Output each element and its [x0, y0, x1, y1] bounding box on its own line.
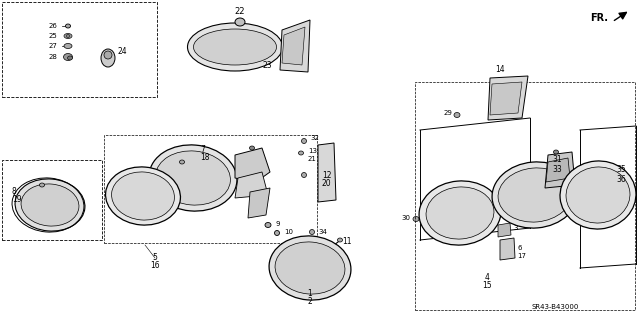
Ellipse shape: [64, 33, 72, 39]
Text: 33: 33: [552, 165, 562, 174]
Text: 9: 9: [275, 221, 280, 227]
Ellipse shape: [275, 242, 345, 294]
Text: FR.: FR.: [590, 13, 608, 23]
Ellipse shape: [298, 151, 303, 155]
Bar: [104, 135, 317, 243]
Text: 13: 13: [308, 148, 317, 154]
Bar: [2, 160, 102, 240]
Text: SR43-B43000: SR43-B43000: [531, 304, 579, 310]
Text: 24: 24: [118, 47, 127, 56]
Text: 26: 26: [48, 23, 57, 29]
Ellipse shape: [156, 151, 230, 205]
Ellipse shape: [65, 24, 70, 28]
Text: 29: 29: [443, 110, 452, 116]
Ellipse shape: [40, 183, 45, 187]
Ellipse shape: [63, 54, 72, 61]
Polygon shape: [235, 172, 268, 198]
Polygon shape: [546, 158, 570, 182]
Ellipse shape: [179, 160, 184, 164]
Text: 12: 12: [322, 170, 332, 180]
Polygon shape: [500, 238, 515, 260]
Text: 18: 18: [200, 153, 209, 162]
Polygon shape: [280, 20, 310, 72]
Polygon shape: [545, 152, 575, 188]
Ellipse shape: [104, 51, 112, 59]
Bar: [2, 2, 157, 97]
Ellipse shape: [426, 187, 494, 239]
Polygon shape: [235, 148, 270, 182]
Text: 16: 16: [150, 262, 160, 271]
Text: 7: 7: [200, 145, 205, 154]
Ellipse shape: [106, 167, 180, 225]
Text: 34: 34: [318, 229, 327, 235]
Ellipse shape: [235, 18, 245, 26]
Ellipse shape: [101, 49, 115, 67]
Polygon shape: [248, 188, 270, 218]
Ellipse shape: [560, 161, 636, 229]
Text: 36: 36: [616, 174, 626, 183]
Ellipse shape: [498, 168, 572, 222]
Text: 27: 27: [48, 43, 57, 49]
Text: 23: 23: [262, 61, 272, 70]
Text: 31: 31: [552, 155, 562, 165]
Ellipse shape: [554, 150, 559, 154]
Ellipse shape: [269, 236, 351, 300]
Text: 15: 15: [482, 280, 492, 290]
Ellipse shape: [21, 184, 79, 226]
Ellipse shape: [15, 179, 85, 231]
Ellipse shape: [301, 138, 307, 144]
Ellipse shape: [310, 229, 314, 234]
Text: 2: 2: [308, 296, 312, 306]
Text: 14: 14: [495, 65, 505, 75]
Ellipse shape: [419, 181, 501, 245]
Ellipse shape: [566, 167, 630, 223]
Text: 35: 35: [616, 166, 626, 174]
Text: 1: 1: [308, 288, 312, 298]
Text: 6: 6: [517, 245, 522, 251]
Ellipse shape: [64, 43, 72, 48]
Ellipse shape: [275, 231, 280, 235]
Bar: [415, 82, 635, 310]
Text: 25: 25: [48, 33, 57, 39]
Ellipse shape: [265, 222, 271, 227]
Ellipse shape: [66, 34, 70, 38]
Text: 19: 19: [12, 196, 22, 204]
Polygon shape: [282, 27, 305, 65]
Text: 20: 20: [322, 179, 332, 188]
Ellipse shape: [337, 238, 342, 242]
Polygon shape: [318, 143, 336, 202]
Text: 3: 3: [513, 225, 518, 231]
Ellipse shape: [492, 162, 578, 228]
Text: 32: 32: [310, 135, 319, 141]
Polygon shape: [490, 82, 522, 115]
Text: 8: 8: [12, 188, 17, 197]
Text: 11: 11: [342, 238, 351, 247]
Ellipse shape: [454, 113, 460, 117]
Text: 4: 4: [484, 272, 490, 281]
Text: 10: 10: [284, 229, 293, 235]
Ellipse shape: [111, 172, 175, 220]
Text: 28: 28: [48, 54, 57, 60]
Ellipse shape: [193, 29, 276, 65]
Ellipse shape: [250, 146, 255, 150]
Text: 5: 5: [152, 254, 157, 263]
Polygon shape: [498, 223, 511, 237]
Ellipse shape: [188, 23, 282, 71]
Text: 17: 17: [517, 253, 526, 259]
Ellipse shape: [301, 173, 307, 177]
Text: 30: 30: [401, 215, 410, 221]
Text: 21: 21: [308, 156, 317, 162]
Ellipse shape: [413, 217, 419, 221]
Text: 22: 22: [235, 8, 245, 17]
Polygon shape: [488, 76, 528, 120]
Ellipse shape: [67, 56, 72, 60]
Ellipse shape: [149, 145, 237, 211]
